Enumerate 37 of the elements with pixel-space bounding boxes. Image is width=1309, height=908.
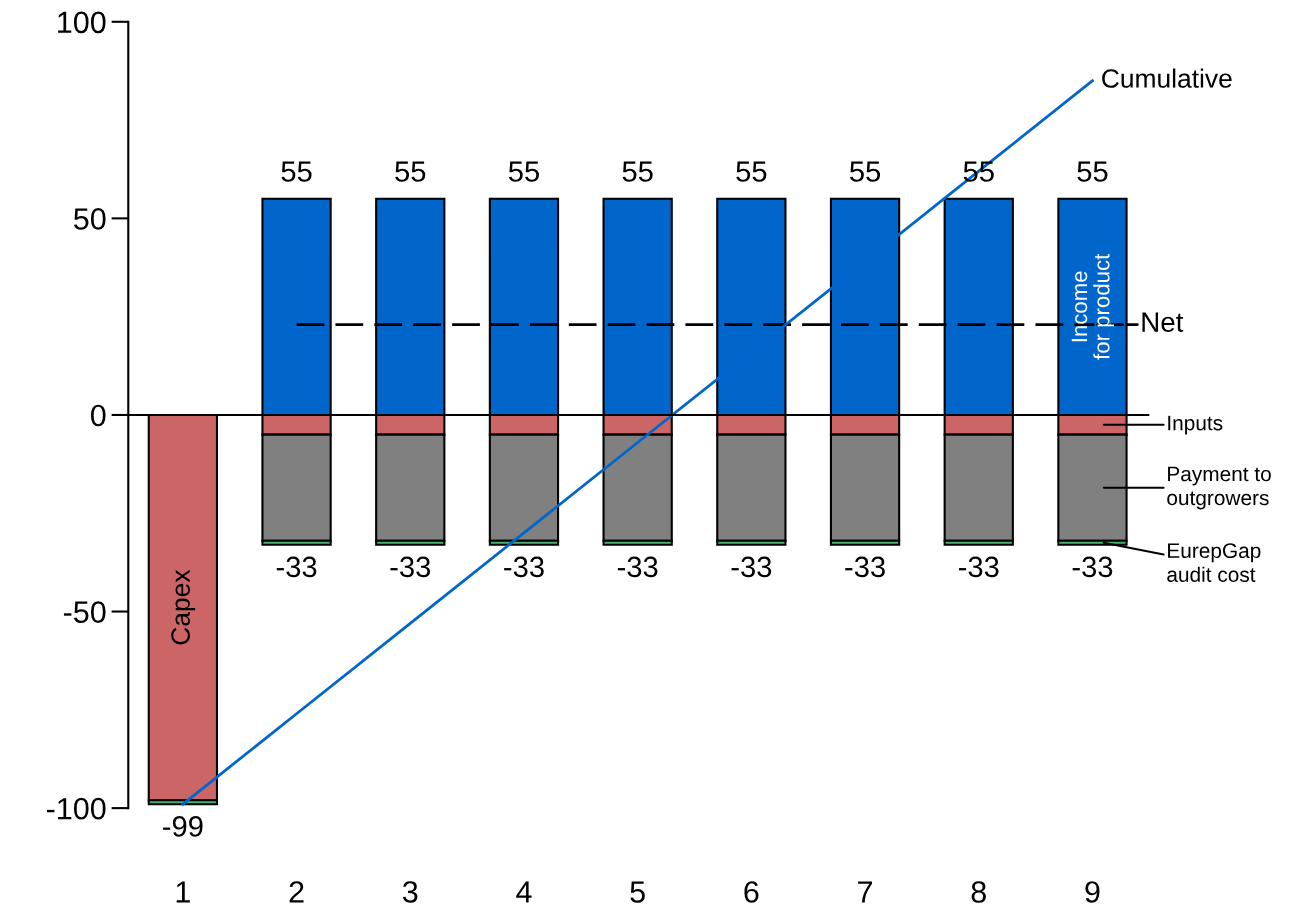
legend-label: Inputs <box>1168 415 1223 435</box>
series-label: Income for product <box>1071 253 1114 360</box>
x-tick-label: 2 <box>289 881 304 903</box>
annotation: 55 <box>281 161 312 182</box>
annotation: -33 <box>276 556 317 578</box>
x-tick-label: 1 <box>176 881 190 903</box>
x-tick-label: 5 <box>630 881 645 903</box>
x-tick-label: 8 <box>971 881 986 903</box>
y-tick-label: 0 <box>90 404 106 427</box>
x-tick-label: 6 <box>744 881 759 903</box>
annotation: -33 <box>504 556 544 578</box>
annotation: 55 <box>736 161 767 182</box>
legend-label: Capex <box>171 569 196 645</box>
y-tick-label: 100 <box>58 11 106 34</box>
series-label: Cumulative <box>1102 68 1232 88</box>
annotation: -33 <box>845 556 885 578</box>
annotation: -33 <box>617 556 658 578</box>
y-tick-label: -50 <box>63 601 106 623</box>
annotation: 55 <box>395 161 426 182</box>
annotation: 55 <box>1077 161 1108 182</box>
annotation: -33 <box>731 556 772 578</box>
legend-label: Net <box>1142 312 1184 332</box>
annotation: 55 <box>850 161 881 182</box>
x-tick-label: 4 <box>516 881 532 903</box>
annotation: -33 <box>390 556 431 578</box>
annotation: -33 <box>1072 556 1113 578</box>
x-tick-label: 3 <box>402 881 418 903</box>
annotation: -99 <box>163 816 203 837</box>
x-tick-label: 7 <box>858 881 873 903</box>
legend-label: Payment to outgrowers <box>1167 466 1271 510</box>
y-tick-label: 50 <box>73 208 106 230</box>
annotation: -33 <box>958 556 999 578</box>
x-tick-label: 9 <box>1085 881 1100 903</box>
legend-label: EurepGap audit cost <box>1167 543 1261 582</box>
y-tick-label: -100 <box>46 797 106 820</box>
annotation: 55 <box>508 161 539 182</box>
annotation: 55 <box>622 161 653 182</box>
